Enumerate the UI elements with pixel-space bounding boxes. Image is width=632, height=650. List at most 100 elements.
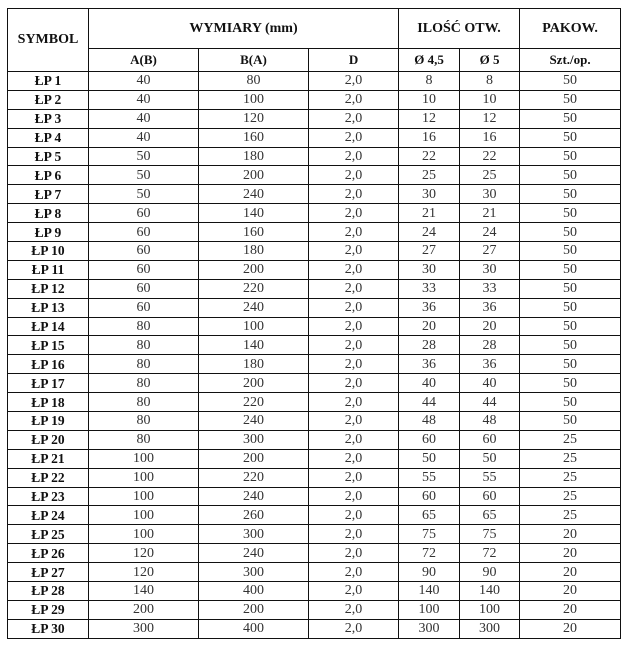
cell-a: 100 xyxy=(88,448,199,469)
cell-b: 300 xyxy=(198,429,309,450)
table-row: ŁP 22 100 220 2,0 55 55 25 xyxy=(7,467,622,488)
cell-b: 240 xyxy=(198,297,309,318)
cell-a: 80 xyxy=(88,429,199,450)
cell-a: 60 xyxy=(88,241,199,261)
cell-b: 200 xyxy=(198,373,309,394)
cell-symbol: ŁP 6 xyxy=(7,165,89,186)
table-row: ŁP 19 80 240 2,0 48 48 50 xyxy=(7,411,622,431)
cell-symbol: ŁP 20 xyxy=(7,429,89,450)
cell-holes-4-5: 25 xyxy=(398,165,461,186)
cell-symbol: ŁP 11 xyxy=(7,259,89,280)
table-row: ŁP 26 120 240 2,0 72 72 20 xyxy=(7,543,622,564)
cell-symbol: ŁP 29 xyxy=(7,599,89,620)
cell-a: 80 xyxy=(88,373,199,394)
cell-b: 400 xyxy=(198,618,309,639)
cell-holes-4-5: 28 xyxy=(398,335,461,356)
product-dimensions-table: SYMBOL WYMIARY (mm) ILOŚĆ OTW. PAKOW. A(… xyxy=(7,8,622,639)
cell-d: 2,0 xyxy=(307,316,400,337)
cell-holes-5: 22 xyxy=(459,146,521,167)
cell-symbol: ŁP 17 xyxy=(7,373,89,394)
cell-symbol: ŁP 26 xyxy=(7,543,89,564)
cell-symbol: ŁP 5 xyxy=(7,146,89,167)
table-row: ŁP 8 60 140 2,0 21 21 50 xyxy=(7,203,622,224)
cell-symbol: ŁP 9 xyxy=(7,222,89,243)
table-row: ŁP 25 100 300 2,0 75 75 20 xyxy=(7,524,622,545)
cell-d: 2,0 xyxy=(307,335,400,356)
cell-holes-4-5: 48 xyxy=(398,411,461,431)
cell-a: 50 xyxy=(88,146,199,167)
cell-a: 60 xyxy=(88,203,199,224)
cell-b: 240 xyxy=(198,543,309,564)
cell-b: 260 xyxy=(198,505,309,526)
cell-symbol: ŁP 21 xyxy=(7,448,89,469)
cell-holes-5: 50 xyxy=(459,448,521,469)
cell-b: 180 xyxy=(198,146,309,167)
cell-d: 2,0 xyxy=(307,392,400,413)
cell-holes-4-5: 36 xyxy=(398,354,461,375)
table-row: ŁP 6 50 200 2,0 25 25 50 xyxy=(7,165,622,186)
cell-a: 100 xyxy=(88,467,199,488)
cell-pcs-per-pack: 20 xyxy=(519,618,622,639)
cell-holes-5: 60 xyxy=(459,486,521,507)
cell-d: 2,0 xyxy=(307,486,400,507)
cell-symbol: ŁP 3 xyxy=(7,108,89,129)
cell-holes-5: 27 xyxy=(459,241,521,261)
cell-holes-5: 25 xyxy=(459,165,521,186)
cell-pcs-per-pack: 50 xyxy=(519,222,622,243)
header-dimensions: WYMIARY (mm) xyxy=(87,8,400,49)
table-row: ŁP 7 50 240 2,0 30 30 50 xyxy=(7,184,622,205)
table-row: ŁP 4 40 160 2,0 16 16 50 xyxy=(7,127,622,148)
cell-holes-4-5: 12 xyxy=(398,108,461,129)
cell-holes-5: 300 xyxy=(459,618,521,639)
cell-b: 220 xyxy=(198,392,309,413)
cell-holes-4-5: 50 xyxy=(398,448,461,469)
cell-holes-4-5: 100 xyxy=(398,599,461,620)
cell-d: 2,0 xyxy=(307,71,400,91)
cell-pcs-per-pack: 20 xyxy=(519,599,622,620)
cell-d: 2,0 xyxy=(307,411,400,431)
cell-pcs-per-pack: 50 xyxy=(519,335,622,356)
cell-holes-5: 100 xyxy=(459,599,521,620)
cell-b: 160 xyxy=(198,222,309,243)
cell-pcs-per-pack: 50 xyxy=(519,316,622,337)
cell-symbol: ŁP 13 xyxy=(7,297,89,318)
cell-b: 220 xyxy=(198,278,309,299)
cell-symbol: ŁP 2 xyxy=(7,89,89,110)
cell-b: 80 xyxy=(198,71,309,91)
cell-d: 2,0 xyxy=(307,165,400,186)
cell-holes-5: 36 xyxy=(459,354,521,375)
cell-holes-5: 40 xyxy=(459,373,521,394)
cell-holes-4-5: 8 xyxy=(398,71,461,91)
table-row: ŁP 27 120 300 2,0 90 90 20 xyxy=(7,562,622,583)
cell-pcs-per-pack: 20 xyxy=(519,581,622,601)
cell-pcs-per-pack: 50 xyxy=(519,278,622,299)
table-row: ŁP 20 80 300 2,0 60 60 25 xyxy=(7,429,622,450)
cell-a: 80 xyxy=(88,354,199,375)
cell-d: 2,0 xyxy=(307,203,400,224)
cell-symbol: ŁP 18 xyxy=(7,392,89,413)
header-d: D xyxy=(307,48,400,72)
header-hole-5: Ø 5 xyxy=(459,48,521,72)
table-row: ŁP 11 60 200 2,0 30 30 50 xyxy=(7,259,622,280)
cell-a: 100 xyxy=(88,524,199,545)
cell-a: 50 xyxy=(88,165,199,186)
table-row: ŁP 10 60 180 2,0 27 27 50 xyxy=(7,241,622,261)
cell-holes-5: 60 xyxy=(459,429,521,450)
table-row: ŁP 2 40 100 2,0 10 10 50 xyxy=(7,89,622,110)
cell-d: 2,0 xyxy=(307,543,400,564)
cell-b: 240 xyxy=(198,411,309,431)
cell-symbol: ŁP 14 xyxy=(7,316,89,337)
cell-b: 400 xyxy=(198,581,309,601)
cell-b: 200 xyxy=(198,448,309,469)
cell-holes-4-5: 33 xyxy=(398,278,461,299)
cell-a: 200 xyxy=(88,599,199,620)
cell-d: 2,0 xyxy=(307,127,400,148)
cell-holes-5: 48 xyxy=(459,411,521,431)
cell-d: 2,0 xyxy=(307,354,400,375)
cell-d: 2,0 xyxy=(307,184,400,205)
header-pcs: Szt./op. xyxy=(519,48,622,72)
cell-a: 50 xyxy=(88,184,199,205)
cell-d: 2,0 xyxy=(307,524,400,545)
cell-holes-4-5: 10 xyxy=(398,89,461,110)
header-b: B(A) xyxy=(198,48,309,72)
